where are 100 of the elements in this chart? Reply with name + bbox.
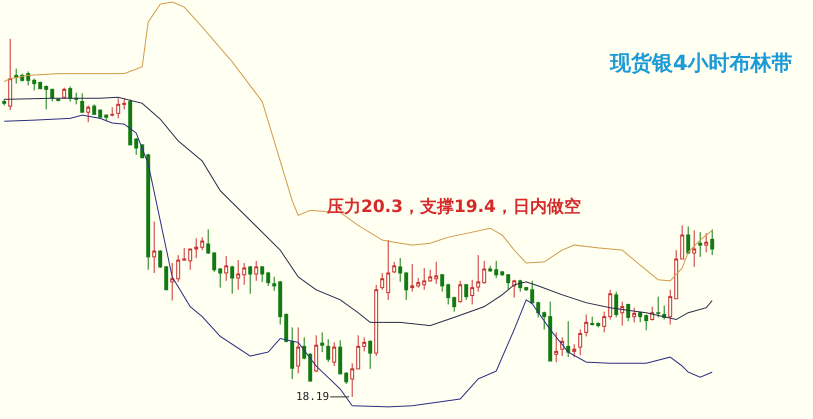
candlestick [458, 280, 462, 304]
candlestick [176, 254, 180, 282]
candlestick [608, 289, 612, 320]
candlestick [392, 261, 396, 274]
candlestick [350, 362, 354, 398]
candlestick [464, 283, 468, 300]
candlestick [410, 264, 414, 292]
candlestick [422, 267, 426, 290]
candlestick [98, 108, 102, 118]
candlestick [686, 226, 690, 255]
candlestick [110, 106, 114, 117]
candlestick [134, 138, 138, 156]
candlestick [236, 260, 240, 290]
candlestick [308, 352, 312, 382]
candlestick [698, 232, 702, 258]
candlestick [578, 329, 582, 356]
candlestick [152, 220, 156, 274]
candlestick [314, 334, 318, 373]
candlestick [122, 98, 126, 110]
candlestick [398, 257, 402, 282]
candlestick [452, 296, 456, 312]
candlestick [158, 250, 162, 268]
text: 现货银4小时布林带 [609, 51, 793, 76]
candlestick [530, 280, 534, 304]
candlestick [416, 278, 420, 288]
candlestick [128, 98, 132, 146]
candlestick [572, 344, 576, 358]
candlestick [146, 153, 150, 270]
candlestick [614, 291, 618, 318]
candlestick [224, 256, 228, 282]
candlestick [104, 114, 108, 122]
candlestick [536, 301, 540, 318]
candlestick [50, 88, 54, 102]
candlestick [668, 289, 672, 326]
candlestick [554, 332, 558, 363]
candlestick [32, 78, 36, 91]
candlestick [338, 340, 342, 374]
candlestick [290, 326, 294, 380]
candlestick [170, 262, 174, 302]
annotation: 18.19 [296, 390, 330, 403]
candlestick [68, 86, 72, 102]
candlestick [500, 270, 504, 276]
candlestick [542, 311, 546, 330]
candlestick [620, 301, 624, 326]
candlestick [212, 252, 216, 272]
candlestick [2, 98, 6, 106]
candlestick [386, 240, 390, 300]
candlestick [482, 260, 486, 284]
candlestick [584, 314, 588, 337]
candlestick [404, 271, 408, 300]
candlestick [38, 80, 42, 90]
candlestick [602, 311, 606, 333]
candlestick [494, 260, 498, 278]
candlestick [548, 301, 552, 362]
candlestick [638, 311, 642, 323]
candlestick [368, 340, 372, 370]
candlestick [266, 271, 270, 286]
candlestick [80, 92, 84, 113]
candlestick [512, 279, 516, 298]
candlestick [218, 267, 222, 288]
candlestick [278, 280, 282, 326]
candlestick [566, 320, 570, 358]
candlestick [272, 276, 276, 292]
candlestick [656, 296, 660, 318]
candlestick [632, 307, 636, 323]
candlestick [362, 336, 366, 352]
candlestick [374, 284, 378, 357]
candlestick [446, 283, 450, 305]
candlestick [242, 262, 246, 286]
candlestick [704, 232, 708, 253]
candlestick [86, 104, 90, 123]
candlestick [590, 316, 594, 326]
candlestick [44, 84, 48, 110]
candlestick [26, 70, 30, 86]
candlestick [380, 272, 384, 290]
candlestick [248, 265, 252, 294]
candlestick [332, 342, 336, 367]
candlestick [680, 224, 684, 260]
candlestick [476, 254, 480, 292]
candlestick [428, 269, 432, 282]
candlestick [596, 322, 600, 328]
candlestick [356, 334, 360, 370]
candlestick [488, 265, 492, 272]
candlestick [254, 260, 258, 282]
candlestick [470, 279, 474, 305]
candlestick [434, 261, 438, 284]
candlestick [14, 68, 18, 84]
candlestick [284, 312, 288, 343]
candlestick [674, 250, 678, 300]
candlestick [440, 274, 444, 292]
candlestick [164, 265, 168, 290]
candlestick [230, 265, 234, 294]
candlestick [194, 238, 198, 258]
candlestick [710, 228, 714, 256]
candlestick [92, 104, 96, 115]
candlestick [200, 236, 204, 251]
candlestick [644, 314, 648, 331]
candlestick [692, 230, 696, 268]
candlestick [116, 98, 120, 119]
candlestick [188, 248, 192, 270]
